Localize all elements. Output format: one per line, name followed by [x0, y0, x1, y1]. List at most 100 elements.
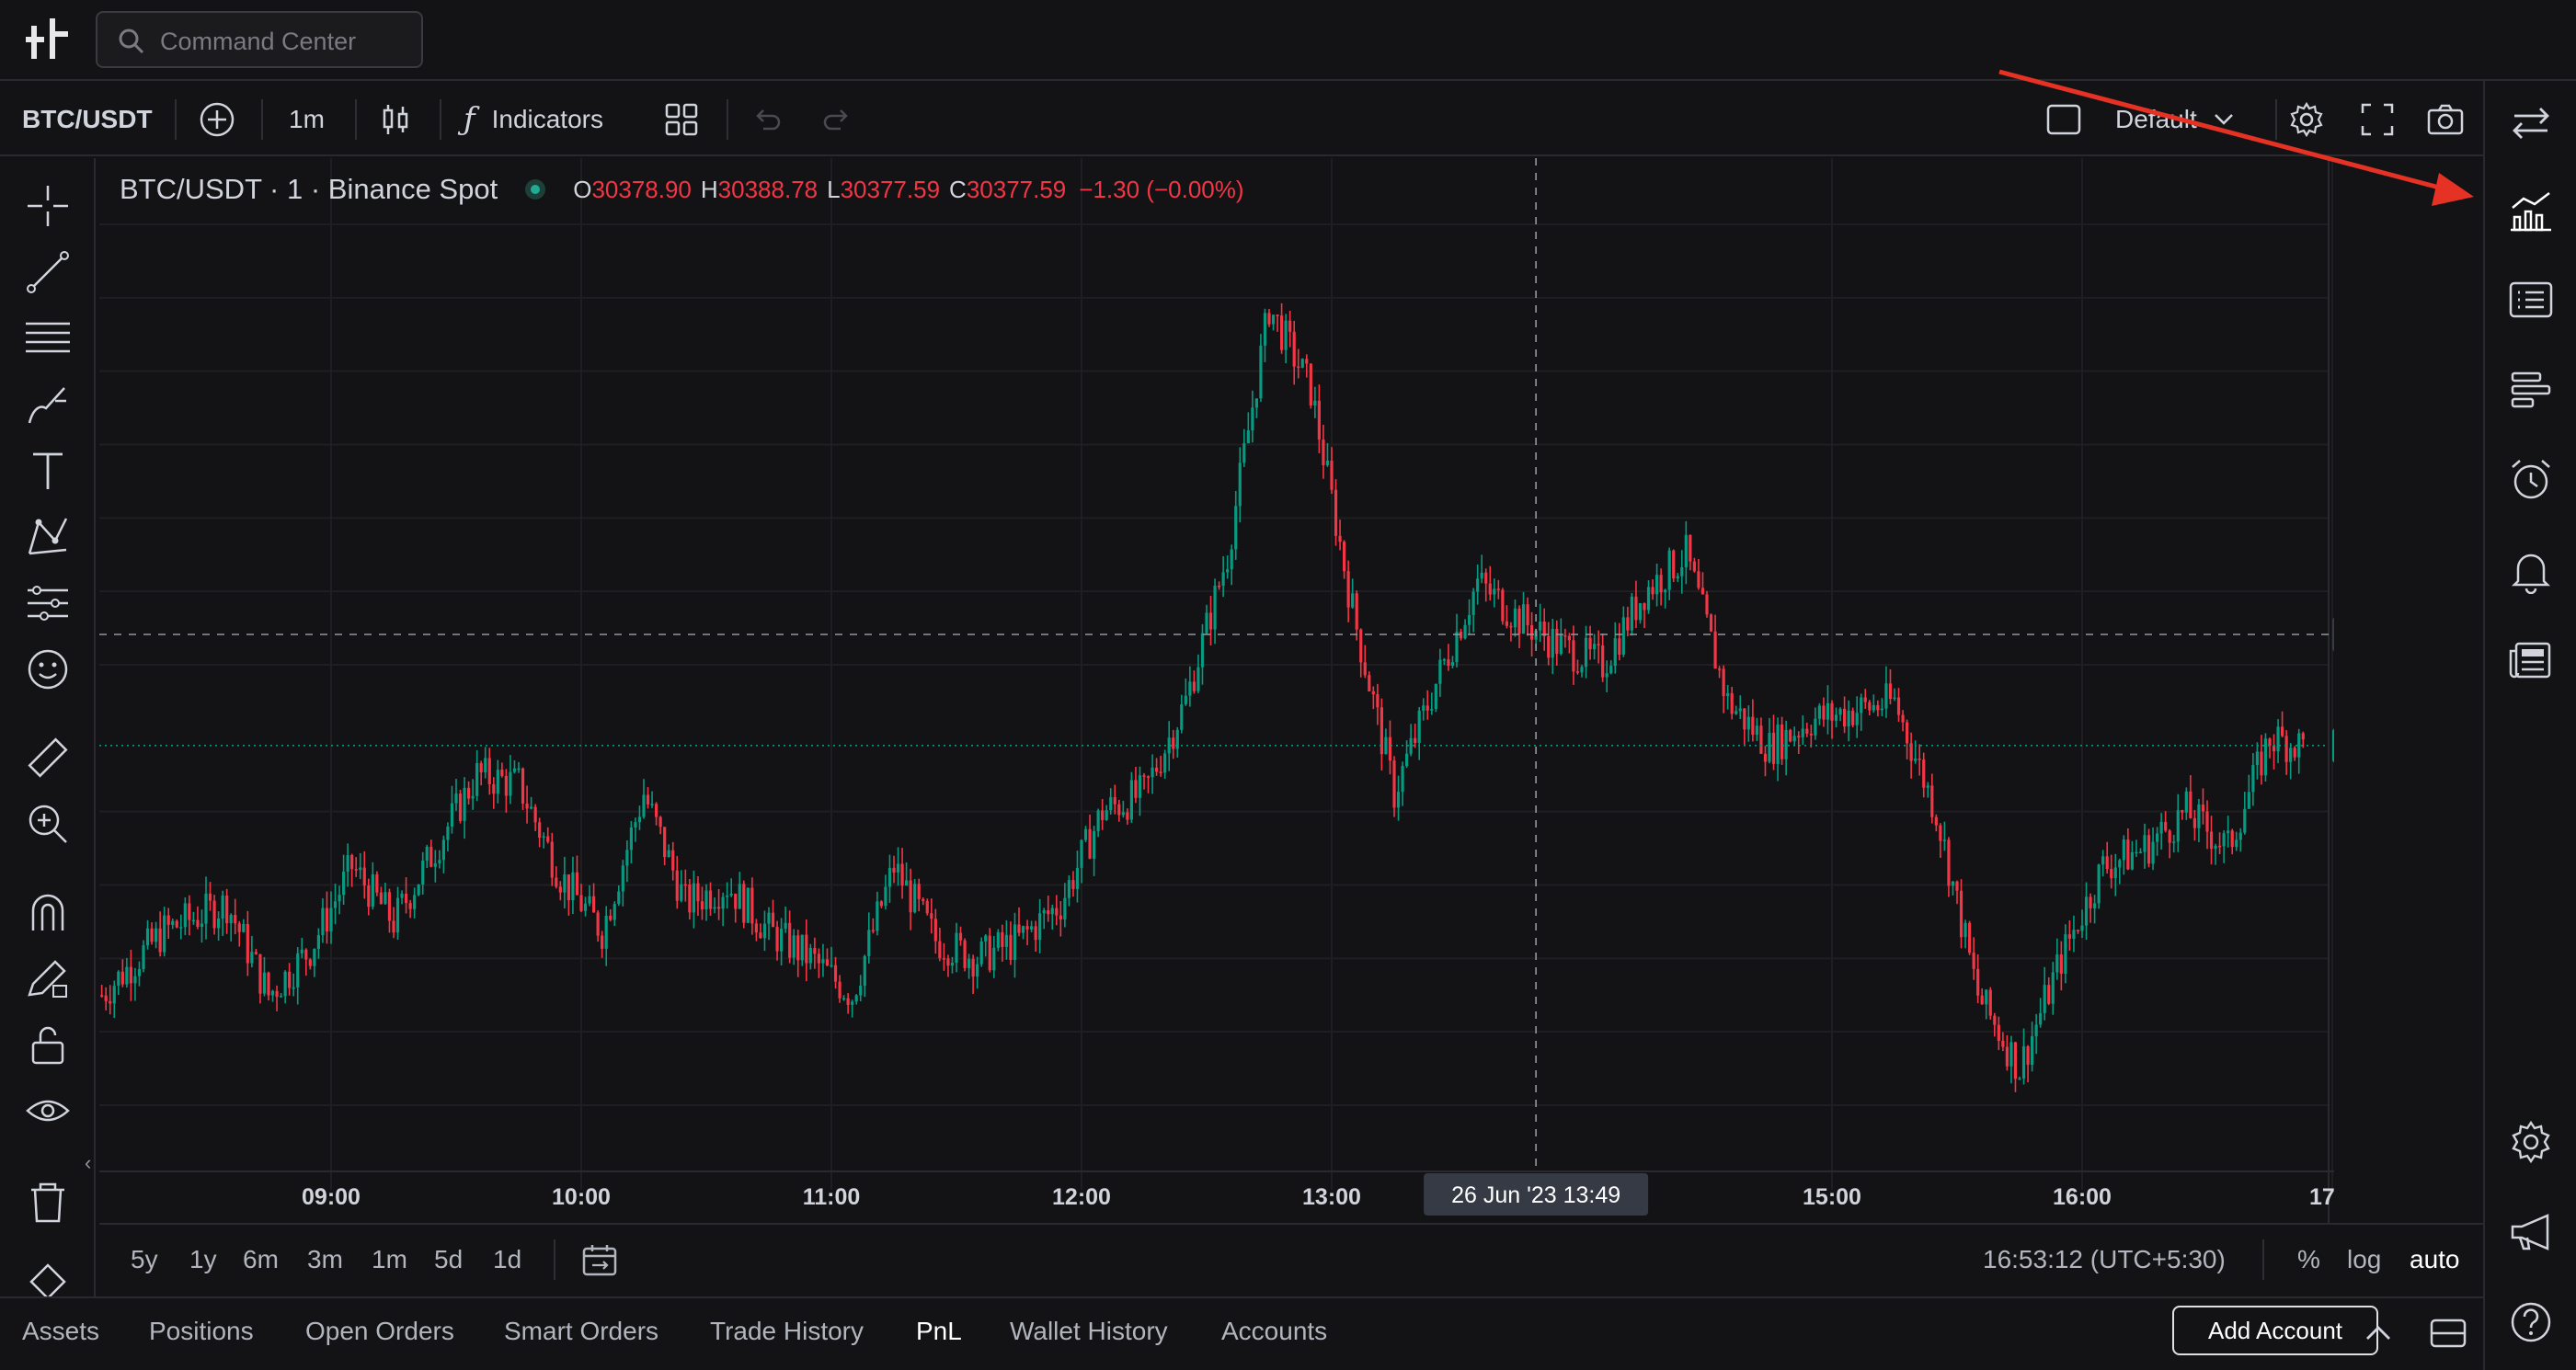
tab-trade-history[interactable]: Trade History — [710, 1317, 864, 1345]
candle-body — [2013, 1042, 2018, 1079]
megaphone-icon[interactable] — [2507, 1208, 2555, 1256]
help-icon[interactable] — [2507, 1298, 2555, 1346]
command-center-search[interactable]: Command Center — [96, 11, 423, 68]
tab-positions[interactable]: Positions — [149, 1317, 254, 1345]
range-1y[interactable]: 1y — [189, 1245, 217, 1273]
candle-body — [280, 996, 283, 998]
range-3m[interactable]: 3m — [307, 1245, 343, 1273]
chart-pane[interactable]: 30600.0030560.0030520.0030480.0030440.00… — [99, 158, 2334, 1223]
candle-body — [729, 894, 733, 896]
candle-body — [2218, 845, 2222, 848]
legend-title[interactable]: BTC/USDT · 1 · Binance Spot — [120, 173, 498, 205]
percent-scale-toggle[interactable]: % — [2297, 1245, 2320, 1273]
candle-body — [1284, 320, 1288, 350]
candle-body — [1893, 697, 1896, 700]
chevron-up-icon[interactable] — [2360, 1317, 2397, 1350]
collapse-toolbar-handle[interactable]: ‹ — [85, 1151, 92, 1174]
tab-wallet-history[interactable]: Wallet History — [1010, 1317, 1168, 1345]
list-icon[interactable] — [2507, 276, 2555, 324]
fullscreen-button[interactable] — [2360, 83, 2395, 156]
unlock-icon[interactable] — [24, 1021, 72, 1068]
zoom-in-icon[interactable] — [24, 800, 72, 848]
settings-gear-icon[interactable] — [2507, 1118, 2555, 1166]
log-scale-toggle[interactable]: log — [2347, 1245, 2382, 1273]
price-chart[interactable]: 30600.0030560.0030520.0030480.0030440.00… — [99, 158, 2334, 1223]
interval-selector[interactable]: 1m — [289, 105, 325, 133]
candle-body — [1572, 640, 1575, 672]
prediction-icon[interactable] — [24, 579, 72, 627]
eye-icon[interactable] — [24, 1087, 72, 1135]
candle-body — [604, 915, 608, 949]
brush-icon[interactable] — [24, 381, 72, 428]
clock-timezone[interactable]: 16:53:12 (UTC+5:30) — [1983, 1245, 2226, 1273]
candle-body — [2143, 835, 2147, 852]
symbol-selector[interactable]: BTC/USDT — [22, 105, 153, 133]
undo-button[interactable] — [750, 83, 784, 156]
candle-body — [1388, 736, 1392, 761]
tab-smart-orders[interactable]: Smart Orders — [504, 1317, 659, 1345]
screenshot-button[interactable] — [2426, 83, 2465, 156]
indicators-button[interactable]: ƒ Indicators — [464, 83, 603, 156]
candle-body — [1651, 587, 1654, 595]
candle-body — [655, 804, 658, 817]
candle-body — [833, 965, 838, 982]
app-logo-icon[interactable] — [26, 17, 70, 64]
trash-icon[interactable] — [24, 1179, 72, 1227]
candle-body — [746, 887, 750, 923]
emoji-icon[interactable] — [24, 645, 72, 693]
candle-body — [120, 971, 124, 985]
candle-body — [767, 912, 771, 924]
candle-body — [1601, 645, 1605, 678]
fib-retracement-icon[interactable] — [24, 314, 72, 362]
range-5d[interactable]: 5d — [434, 1245, 464, 1273]
goto-date-icon[interactable] — [581, 1243, 618, 1278]
text-tool-icon[interactable] — [24, 447, 72, 495]
candle-body — [550, 841, 554, 878]
lock-pencil-icon[interactable] — [24, 954, 72, 1002]
panel-layout-icon[interactable] — [2428, 1315, 2468, 1352]
layout-dropdown[interactable]: Default — [2115, 83, 2234, 156]
candle-body — [2164, 821, 2168, 831]
pattern-icon[interactable] — [24, 513, 72, 561]
candle-body — [667, 850, 670, 858]
candle-body — [896, 863, 900, 873]
candle-body — [588, 896, 591, 904]
crosshair-icon[interactable] — [24, 182, 72, 230]
time-range-bar: 5y 1y 6m 3m 1m 5d 1d 16:53:12 (UTC+5:30)… — [99, 1223, 2483, 1295]
chart-settings-button[interactable] — [2288, 83, 2325, 156]
swap-arrows-icon[interactable] — [2507, 99, 2555, 147]
candle-body — [1718, 668, 1722, 670]
candle-body — [150, 928, 154, 942]
tab-pnl[interactable]: PnL — [916, 1317, 962, 1345]
layout-toggle[interactable] — [2045, 83, 2082, 156]
candle-body — [1380, 707, 1383, 755]
candle-body — [2176, 810, 2180, 842]
range-6m[interactable]: 6m — [243, 1245, 279, 1273]
candle-body — [234, 915, 237, 924]
chart-bars-icon[interactable] — [2507, 188, 2555, 235]
tab-assets[interactable]: Assets — [22, 1317, 100, 1345]
news-icon[interactable] — [2507, 636, 2555, 684]
bell-icon[interactable] — [2507, 546, 2555, 594]
tab-open-orders[interactable]: Open Orders — [305, 1317, 454, 1345]
compare-symbol-button[interactable] — [199, 83, 235, 156]
redo-icon — [823, 109, 848, 131]
templates-button[interactable] — [664, 83, 699, 156]
alarm-clock-icon[interactable] — [2507, 456, 2555, 504]
ruler-icon[interactable] — [24, 734, 72, 782]
range-1d[interactable]: 1d — [493, 1245, 522, 1273]
candle-body — [1096, 810, 1100, 831]
redo-button[interactable] — [820, 83, 853, 156]
order-book-icon[interactable] — [2507, 366, 2555, 414]
range-5y[interactable]: 5y — [131, 1245, 158, 1273]
auto-scale-toggle[interactable]: auto — [2410, 1245, 2460, 1273]
tab-accounts[interactable]: Accounts — [1221, 1317, 1328, 1345]
candle-body — [438, 860, 441, 863]
add-account-button[interactable]: Add Account — [2172, 1306, 2378, 1355]
range-1m[interactable]: 1m — [372, 1245, 407, 1273]
candle-body — [879, 901, 883, 907]
trend-line-icon[interactable] — [24, 248, 72, 296]
candle-body — [2151, 841, 2155, 864]
magnet-icon[interactable] — [24, 888, 72, 936]
chart-type-button[interactable] — [377, 83, 414, 156]
